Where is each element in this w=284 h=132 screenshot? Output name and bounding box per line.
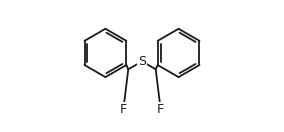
Text: F: F (157, 103, 164, 116)
Text: F: F (120, 103, 127, 116)
Text: S: S (138, 55, 146, 68)
